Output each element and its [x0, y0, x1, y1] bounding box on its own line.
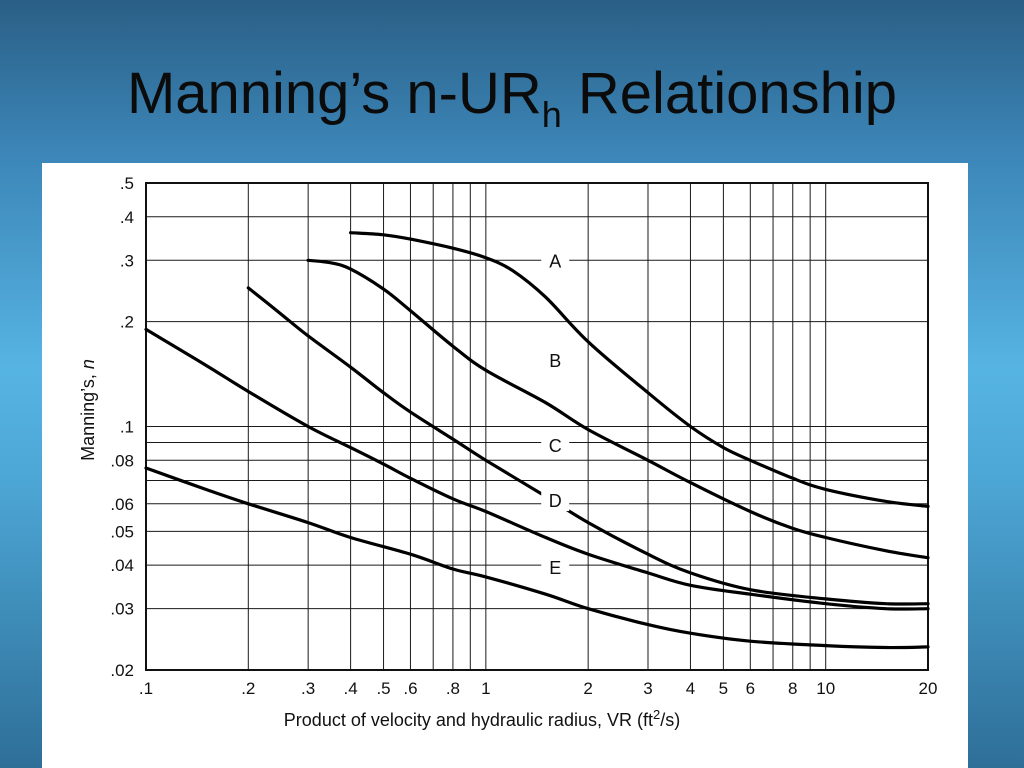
manning-n-chart: .1 .2 .3 .4 .5 .6 .8 1 2 3 4 5 6 8 10 20 .5 .4 .3 .2 .1 .08 .0…: [78, 174, 937, 730]
grid-layer: [145, 182, 929, 671]
y-tick-label: .5: [120, 174, 134, 193]
x-tick-label: .5: [376, 679, 390, 698]
x-tick-label: 6: [746, 679, 755, 698]
curve-label-background: [541, 347, 570, 372]
x-tick-label: 20: [919, 679, 938, 698]
slide-title: Manning’s n-URh Relationship: [0, 60, 1024, 136]
y-tick-label: .2: [120, 313, 134, 332]
curve-e: [144, 466, 930, 650]
y-axis-title: Manning’s, n: [78, 359, 98, 461]
x-axis-title: Product of velocity and hydraulic radius…: [284, 707, 680, 730]
x-tick-label: 8: [788, 679, 797, 698]
x-tick-label: .1: [139, 679, 153, 698]
curve-a: [349, 231, 930, 508]
y-tick-label: .1: [120, 418, 134, 437]
curve-c: [246, 286, 930, 606]
x-tick-label: 3: [643, 679, 652, 698]
x-tick-label: 4: [686, 679, 695, 698]
curve-label-c: C: [549, 436, 562, 456]
y-tick-label: .04: [110, 556, 134, 575]
curve-label-d: D: [549, 491, 562, 511]
x-tick-label: .8: [446, 679, 460, 698]
y-tick-label: .02: [110, 661, 134, 680]
chart-figure: .1 .2 .3 .4 .5 .6 .8 1 2 3 4 5 6 8 10 20 .5 .4 .3 .2 .1 .08 .0…: [42, 163, 968, 768]
x-tick-label: .2: [241, 679, 255, 698]
y-tick-label: .06: [110, 495, 134, 514]
title-main: Manning’s n-UR: [126, 61, 542, 126]
curve-d: [144, 327, 930, 611]
y-tick-label: .4: [120, 208, 134, 227]
x-tick-label: 2: [583, 679, 592, 698]
curve-label-background: [541, 431, 570, 456]
y-tick-label: .05: [110, 522, 134, 541]
curve-label-a: A: [549, 251, 561, 271]
x-tick-label: .4: [344, 679, 358, 698]
plot-frame: [145, 182, 929, 671]
tick-labels: .1 .2 .3 .4 .5 .6 .8 1 2 3 4 5 6 8 10 20 .5 .4 .3 .2 .1 .08 .0…: [110, 174, 937, 698]
title-rest: Relationship: [561, 61, 898, 126]
curve-b: [306, 258, 930, 560]
x-tick-label: 10: [816, 679, 835, 698]
y-tick-label: .03: [110, 600, 134, 619]
curve-label-background: [541, 247, 570, 272]
x-tick-label: 5: [719, 679, 728, 698]
y-tick-label: .08: [110, 451, 134, 470]
curve-label-e: E: [549, 558, 561, 578]
curves-layer: [144, 231, 930, 650]
x-tick-label: .6: [403, 679, 417, 698]
x-tick-label: .3: [301, 679, 315, 698]
curve-label-b: B: [549, 351, 561, 371]
curve-label-background: [541, 554, 570, 579]
title-subscript: h: [541, 94, 562, 135]
curve-labels: A B C D E: [541, 247, 570, 579]
curve-label-background: [541, 487, 570, 512]
y-tick-label: .3: [120, 251, 134, 270]
x-tick-label: 1: [481, 679, 490, 698]
